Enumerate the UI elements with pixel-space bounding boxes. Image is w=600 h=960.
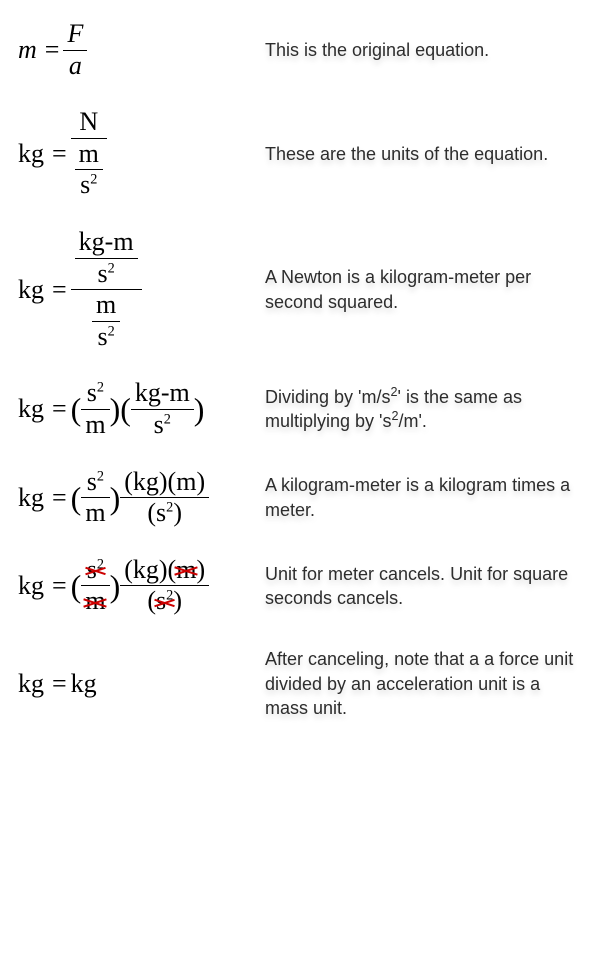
factor-1: ( s2 m ) <box>71 468 121 528</box>
description-2: These are the units of the equation. <box>265 142 590 166</box>
cancelled-s2: s2 <box>87 556 104 585</box>
derivation-step-7: kg = kg After canceling, note that a a f… <box>10 644 590 724</box>
outer-fraction: kg-m s2 m s2 <box>71 228 142 351</box>
fraction: F a <box>63 20 87 80</box>
derivation-step-1: m = F a This is the original equation. <box>10 20 590 80</box>
equals-sign: = <box>52 571 67 601</box>
derivation-step-5: kg = ( s2 m ) (kg)(m) (s2) A kilogram-me… <box>10 468 590 528</box>
lhs: kg <box>18 483 44 513</box>
equals-sign: = <box>45 35 60 65</box>
equation-1: m = F a <box>10 20 265 80</box>
equation-5: kg = ( s2 m ) (kg)(m) (s2) <box>10 468 265 528</box>
derivation-step-4: kg = ( s2 m ) ( kg-m s2 ) <box>10 379 590 439</box>
description-1: This is the original equation. <box>265 38 590 62</box>
outer-fraction: N m s2 <box>71 108 107 200</box>
description-6: Unit for meter cancels. Unit for square … <box>265 562 590 611</box>
lhs: kg <box>18 275 44 305</box>
equals-sign: = <box>52 275 67 305</box>
derivation-step-2: kg = N m s2 These are the units of the e… <box>10 108 590 200</box>
description-5: A kilogram-meter is a kilogram times a m… <box>265 473 590 522</box>
top-fraction: kg-m s2 <box>75 228 138 288</box>
equation-6: kg = ( s2 m ) (kg)(m) (s2) <box>10 556 265 616</box>
factor-1: ( s2 m ) <box>71 379 121 439</box>
lhs: kg <box>18 139 44 169</box>
equals-sign: = <box>52 394 67 424</box>
equation-7: kg = kg <box>10 669 265 699</box>
lhs: kg <box>18 394 44 424</box>
equation-2: kg = N m s2 <box>10 108 265 200</box>
equation-3: kg = kg-m s2 m s2 <box>10 228 265 351</box>
lhs: kg <box>18 571 44 601</box>
description-4: Dividing by 'm/s2' is the same as multip… <box>265 385 590 434</box>
derivation-step-6: kg = ( s2 m ) (kg)(m) (s2) Unit for mete… <box>10 556 590 616</box>
equation-4: kg = ( s2 m ) ( kg-m s2 ) <box>10 379 265 439</box>
factor-2: (kg)(m) (s2) <box>120 556 209 616</box>
rhs: kg <box>71 669 97 699</box>
factor-2: (kg)(m) (s2) <box>120 468 209 528</box>
derivation-step-3: kg = kg-m s2 m s2 <box>10 228 590 351</box>
bottom-fraction: m s2 <box>92 291 120 351</box>
cancelled-s2b: s2 <box>156 587 173 616</box>
lhs: kg <box>18 669 44 699</box>
description-3: A Newton is a kilogram-meter per second … <box>265 265 590 314</box>
factor-2: ( kg-m s2 ) <box>120 379 204 439</box>
lhs: m <box>18 35 37 65</box>
equals-sign: = <box>52 139 67 169</box>
factor-1: ( s2 m ) <box>71 556 121 616</box>
inner-fraction: m s2 <box>75 140 103 200</box>
description-7: After canceling, note that a a force uni… <box>265 647 590 720</box>
cancelled-m: m <box>85 587 105 616</box>
cancelled-m2: m <box>176 556 196 585</box>
equals-sign: = <box>52 483 67 513</box>
equals-sign: = <box>52 669 67 699</box>
